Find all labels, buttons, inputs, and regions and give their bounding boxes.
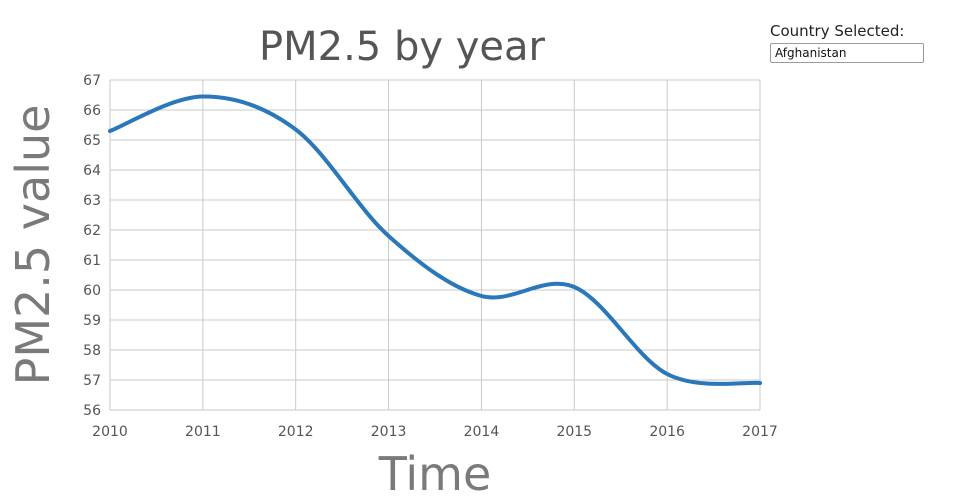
y-tick-label: 63	[83, 193, 101, 209]
y-axis-title: PM2.5 value	[6, 105, 60, 386]
y-tick-label: 66	[83, 103, 101, 119]
x-tick-label: 2013	[371, 424, 407, 440]
x-tick-label: 2010	[92, 424, 128, 440]
y-tick-label: 64	[83, 163, 101, 179]
chart-title: PM2.5 by year	[259, 24, 546, 70]
tick-label-layer: 56 57 58 59 60 61 62 63 64 65 66 67 2010 2011 2012 2013…	[83, 73, 778, 440]
y-tick-label: 61	[83, 253, 101, 269]
country-selector: Country Selected: Afghanistan	[770, 22, 924, 63]
pm25-series-line	[108, 94, 762, 386]
x-axis-title: Time	[378, 447, 492, 500]
y-tick-label: 59	[83, 313, 101, 329]
country-selector-label: Country Selected:	[770, 22, 905, 40]
x-tick-label: 2016	[649, 424, 685, 440]
x-tick-label: 2015	[556, 424, 592, 440]
y-tick-label: 62	[83, 223, 101, 239]
y-tick-label: 58	[83, 343, 101, 359]
grid-layer	[109, 79, 761, 411]
x-tick-label: 2014	[464, 424, 500, 440]
y-tick-label: 60	[83, 283, 101, 299]
x-tick-label: 2011	[185, 424, 221, 440]
country-select-input[interactable]: Afghanistan	[770, 43, 924, 63]
y-tick-label: 57	[83, 373, 101, 389]
x-tick-label: 2017	[742, 424, 778, 440]
y-tick-label: 56	[83, 403, 101, 419]
x-tick-label: 2012	[278, 424, 314, 440]
y-tick-label: 67	[83, 73, 101, 89]
y-tick-label: 65	[83, 133, 101, 149]
series-layer	[108, 94, 762, 386]
